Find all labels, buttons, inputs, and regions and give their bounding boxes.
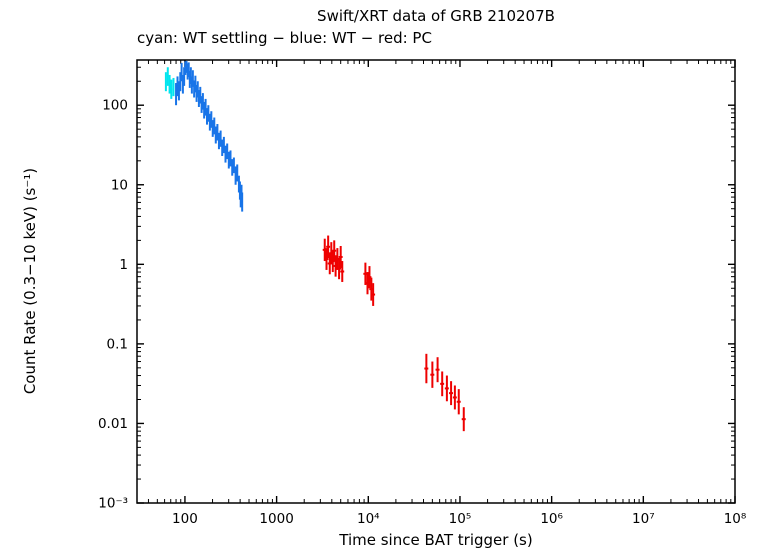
series-wt [175,60,244,212]
y-tick-label: 0.01 [98,416,128,432]
x-tick-label: 10⁵ [449,511,472,527]
x-tick-label: 1000 [259,511,293,527]
chart-title: Swift/XRT data of GRB 210207B [317,7,555,25]
y-tick-label: 1 [119,257,128,273]
y-tick-label: 10 [111,177,128,193]
x-axis-label: Time since BAT trigger (s) [339,531,533,549]
tick-labels: 100 1000 10⁴ 10⁵ 10⁶ 10⁷ 10⁸ 10⁻³ 0.01 0.1 1 10 100 [98,98,746,527]
series-wt-settling [164,67,175,99]
x-tick-label: 100 [172,511,198,527]
x-tick-label: 10⁶ [540,511,563,527]
chart-subtitle: cyan: WT settling − blue: WT − red: PC [137,29,432,47]
y-tick-label: 100 [102,98,128,114]
series-pc [322,235,466,432]
x-tick-label: 10⁸ [724,511,747,527]
x-tick-label: 10⁴ [357,511,380,527]
y-tick-label: 0.1 [107,336,128,352]
axis-ticks [137,60,736,504]
plot-frame [136,59,736,504]
y-tick-label: 10⁻³ [98,496,128,512]
y-axis-label: Count Rate (0.3−10 keV) (s⁻¹) [21,167,39,395]
x-tick-label: 10⁷ [632,511,655,527]
